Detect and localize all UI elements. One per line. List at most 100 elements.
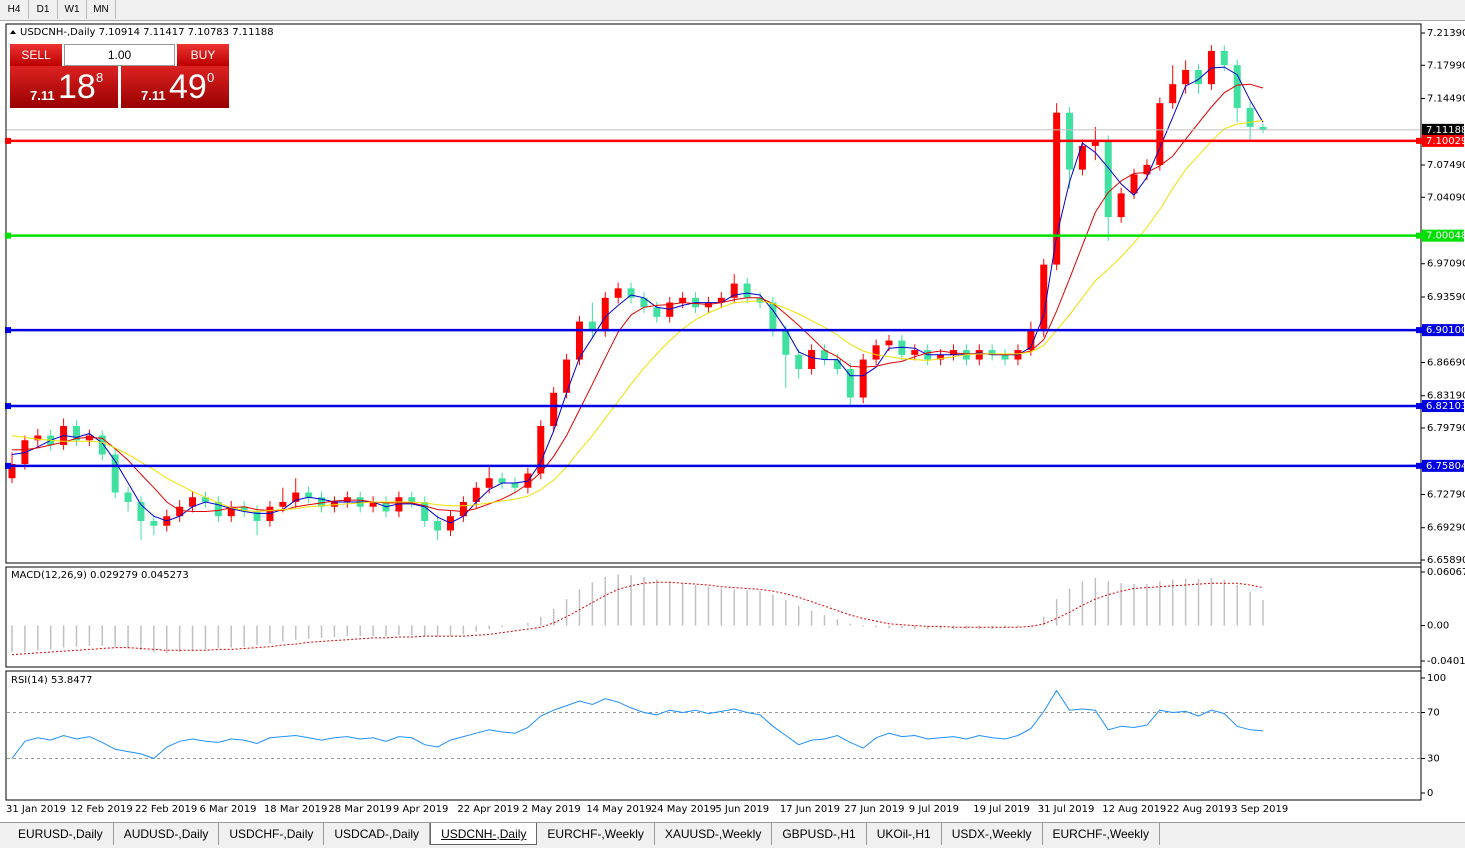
candle-body	[279, 501, 287, 507]
chart-tab[interactable]: USDCNH-,Daily	[430, 823, 538, 845]
candle-body	[601, 297, 609, 332]
chart-tab[interactable]: UKOil-,H1	[867, 823, 942, 845]
x-tick-label: 6 Mar 2019	[199, 804, 256, 815]
x-tick-label: 28 Mar 2019	[328, 804, 391, 815]
x-tick-label: 2 May 2019	[522, 804, 581, 815]
candle-body	[1104, 141, 1112, 218]
level-handle	[1416, 137, 1422, 144]
candle-body	[937, 354, 945, 360]
chart-tab[interactable]: AUDUSD-,Daily	[114, 823, 220, 845]
y-tick-label: -0.040152	[1427, 656, 1465, 667]
level-label-box	[1422, 324, 1464, 337]
chart-tab[interactable]: XAUUSD-,Weekly	[655, 823, 773, 845]
bid-quote[interactable]: 7.11 18 8	[10, 66, 118, 108]
candle-body	[318, 497, 326, 507]
level-handle	[1416, 403, 1422, 410]
x-tick-label: 22 Feb 2019	[135, 804, 197, 815]
candle-body	[872, 345, 880, 360]
moving-average	[11, 66, 1264, 524]
x-tick-label: 24 May 2019	[651, 804, 716, 815]
timeframe-button[interactable]: W1	[58, 0, 87, 19]
x-tick-label: 22 Apr 2019	[457, 804, 519, 815]
candle-body	[679, 297, 687, 303]
rsi-line	[11, 689, 1264, 760]
y-tick-label: 7.21390	[1427, 28, 1465, 39]
candle-body	[833, 359, 841, 370]
candle-body	[189, 497, 197, 507]
candle-body	[1130, 174, 1138, 194]
candle-body	[305, 492, 313, 498]
candle-body	[498, 478, 506, 483]
level-label: 7.10029	[1426, 136, 1465, 147]
x-tick-label: 12 Aug 2019	[1102, 804, 1166, 815]
moving-average	[11, 119, 1264, 513]
timeframe-button[interactable]: H4	[0, 0, 29, 19]
timeframe-bar: H4 D1 W1 MN	[0, 0, 1465, 21]
candle-body	[1091, 141, 1099, 146]
candle-body	[808, 350, 816, 370]
candle-body	[782, 331, 790, 355]
level-handle	[1416, 327, 1422, 334]
candle-body	[253, 511, 261, 521]
y-tick-label: 0.060674	[1427, 567, 1465, 578]
ask-main: 49	[169, 68, 207, 106]
candle-body	[124, 492, 132, 502]
candle-body	[511, 482, 519, 488]
sell-button[interactable]: SELL	[10, 44, 62, 66]
candle-body	[563, 359, 571, 393]
candle-body	[176, 506, 184, 517]
macd-signal	[11, 581, 1264, 656]
y-tick-label: 30	[1427, 754, 1440, 765]
x-tick-label: 27 Jun 2019	[844, 804, 904, 815]
y-tick-label: 6.86690	[1427, 357, 1465, 368]
x-tick-label: 12 Feb 2019	[70, 804, 132, 815]
candle-body	[821, 350, 829, 360]
candle-body	[911, 350, 919, 355]
chart-tab[interactable]: USDX-,Weekly	[942, 823, 1043, 845]
x-tick-label: 3 Sep 2019	[1231, 804, 1288, 815]
timeframe-button[interactable]: D1	[29, 0, 58, 19]
chart-tab[interactable]: USDCAD-,Daily	[324, 823, 431, 845]
bid-sup: 8	[96, 70, 104, 85]
chart-tab[interactable]: EURUSD-,Daily	[8, 823, 114, 845]
y-tick-label: 7.14490	[1427, 94, 1465, 105]
lot-input[interactable]: 1.00	[64, 44, 175, 66]
candle-body	[1220, 50, 1228, 66]
candle-body	[201, 497, 209, 502]
chart-tabs: EURUSD-,Daily AUDUSD-,Daily USDCHF-,Daily U…	[0, 822, 1465, 848]
candle-body	[214, 501, 222, 517]
candle-body	[550, 392, 558, 427]
rsi-title: RSI(14) 53.8477	[11, 675, 92, 686]
chart-tab[interactable]: GBPUSD-,H1	[772, 823, 867, 845]
timeframe-button[interactable]: MN	[87, 0, 116, 19]
y-tick-label: 7.17990	[1427, 60, 1465, 71]
candle-body	[1143, 164, 1151, 175]
chart-tab[interactable]: EURCHF-,Weekly	[537, 823, 655, 845]
y-tick-label: 6.83190	[1427, 391, 1465, 402]
moving-average	[12, 83, 1264, 513]
candle-body	[859, 359, 867, 398]
x-tick-label: 14 May 2019	[586, 804, 651, 815]
level-handle	[1416, 462, 1422, 469]
y-tick-label: 100	[1427, 673, 1446, 684]
chart-tab[interactable]: USDCHF-,Daily	[219, 823, 325, 845]
rsi-panel	[5, 670, 1422, 801]
bid-main: 18	[58, 68, 96, 106]
x-tick-label: 9 Jul 2019	[909, 804, 959, 815]
candle-body	[111, 454, 119, 493]
chart-tab[interactable]: EURCHF-,Weekly	[1043, 823, 1160, 845]
candle-body	[408, 497, 416, 502]
chart: USDCNH-,Daily 7.10914 7.11417 7.10783 7.…	[5, 23, 1465, 815]
candle-body	[769, 302, 777, 332]
candle-body	[1156, 103, 1164, 165]
candle-body	[98, 435, 106, 455]
buy-button[interactable]: BUY	[177, 44, 229, 66]
y-tick-label: 0	[1427, 788, 1433, 799]
candle-body	[640, 297, 648, 308]
y-tick-label: 7.07490	[1427, 160, 1465, 171]
x-tick-label: 31 Jul 2019	[1038, 804, 1095, 815]
level-handle	[1416, 232, 1422, 239]
ask-quote[interactable]: 7.11 49 0	[121, 66, 229, 108]
candle-body	[1078, 145, 1086, 170]
